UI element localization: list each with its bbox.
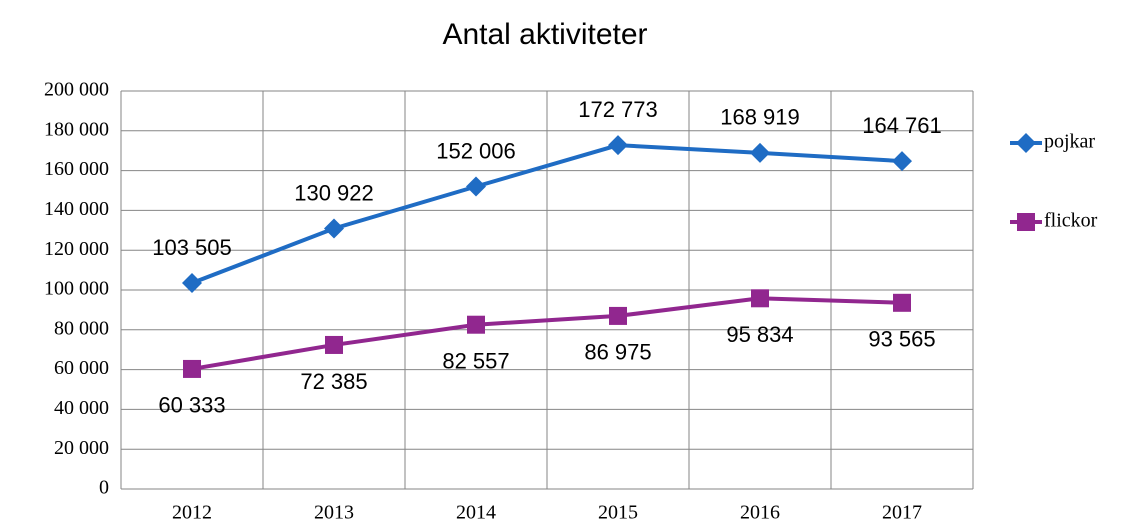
y-tick-label: 40 000 — [54, 397, 109, 419]
data-label: 152 006 — [436, 138, 516, 163]
y-tick-label: 120 000 — [44, 238, 109, 260]
y-tick-label: 200 000 — [44, 79, 109, 101]
data-point — [182, 273, 202, 294]
data-label: 95 834 — [726, 322, 793, 347]
data-label: 103 505 — [152, 235, 232, 260]
data-label: 60 333 — [158, 393, 225, 418]
x-tick-label: 2014 — [456, 502, 496, 522]
data-label: 164 761 — [862, 113, 942, 138]
y-tick-label: 20 000 — [54, 437, 109, 459]
x-tick-label: 2016 — [740, 502, 780, 522]
data-point — [325, 335, 343, 354]
data-point — [892, 151, 912, 172]
y-tick-label: 80 000 — [54, 317, 109, 339]
legend-marker — [1016, 133, 1036, 153]
data-point — [467, 315, 485, 334]
data-label: 86 975 — [584, 340, 651, 365]
y-tick-label: 180 000 — [44, 118, 109, 140]
data-point — [751, 289, 769, 308]
data-label: 130 922 — [294, 180, 374, 205]
chart-title: Antal aktiviteter — [442, 18, 647, 51]
series-line — [191, 296, 903, 371]
data-point — [608, 135, 628, 156]
y-tick-label: 100 000 — [44, 278, 109, 300]
data-point — [893, 293, 911, 312]
data-point — [750, 142, 770, 163]
legend-label: pojkar — [1044, 131, 1095, 153]
data-label: 93 565 — [868, 327, 935, 352]
data-point — [609, 306, 627, 325]
data-point — [324, 218, 344, 239]
data-label: 168 919 — [720, 105, 800, 130]
x-tick-label: 2015 — [598, 502, 638, 522]
series-line — [191, 143, 903, 285]
data-label: 72 385 — [300, 369, 367, 394]
data-point — [183, 359, 201, 378]
data-label: 82 557 — [442, 349, 509, 374]
legend-label: flickor — [1044, 210, 1098, 232]
data-point — [466, 176, 486, 197]
y-tick-label: 140 000 — [44, 198, 109, 220]
y-tick-label: 0 — [99, 477, 109, 499]
x-tick-label: 2017 — [882, 502, 922, 522]
data-label: 172 773 — [578, 97, 658, 122]
y-tick-label: 160 000 — [44, 158, 109, 180]
legend-marker — [1017, 213, 1035, 231]
y-tick-label: 60 000 — [54, 357, 109, 379]
x-tick-label: 2013 — [314, 502, 354, 522]
x-tick-label: 2012 — [172, 502, 212, 522]
